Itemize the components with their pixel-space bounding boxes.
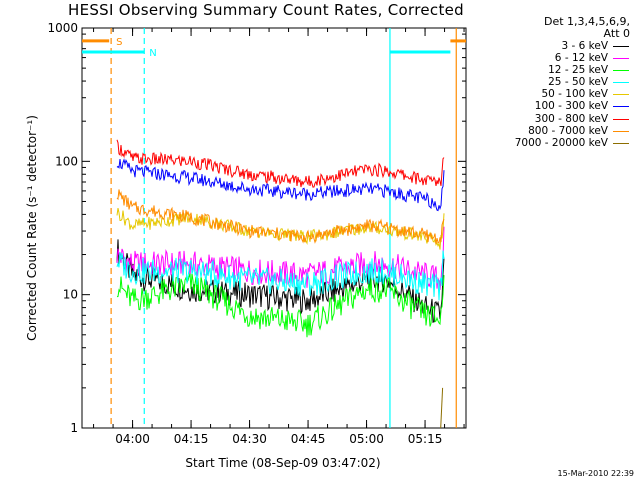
legend-swatch bbox=[613, 106, 629, 108]
series-line-2 bbox=[116, 273, 445, 338]
legend-entry: 50 - 100 keV bbox=[470, 88, 632, 100]
series-line-4 bbox=[116, 207, 445, 250]
legend-entry: 800 - 7000 keV bbox=[470, 125, 632, 137]
plot-area: 1 10 100 1000 04:00 04:15 04:30 04:45 05:00 05:15… bbox=[47, 21, 467, 446]
flag-N-label: N bbox=[149, 48, 156, 59]
legend-label: 800 - 7000 keV bbox=[528, 124, 608, 137]
legend-swatch bbox=[613, 46, 629, 47]
detector-info-line2: Att 0 bbox=[603, 27, 630, 40]
series-line-1 bbox=[116, 226, 445, 291]
legend-label: 3 - 6 keV bbox=[561, 40, 608, 52]
legend-label: 100 - 300 keV bbox=[534, 100, 608, 113]
series-line-0 bbox=[116, 239, 445, 323]
x-tick-label: 04:30 bbox=[232, 432, 267, 446]
legend-swatch bbox=[613, 130, 629, 132]
legend-entry: 12 - 25 keV bbox=[470, 64, 632, 76]
y-tick-label: 1 bbox=[70, 421, 78, 435]
plot-frame bbox=[81, 27, 467, 429]
legend-entry: 25 - 50 keV bbox=[470, 76, 632, 88]
legend-label: 6 - 12 keV bbox=[554, 52, 608, 65]
x-tick-label: 04:45 bbox=[291, 432, 326, 446]
x-tick-label: 05:15 bbox=[408, 432, 443, 446]
y-tick-label: 10 bbox=[63, 288, 78, 302]
series-line-7 bbox=[116, 189, 445, 245]
series-line-5 bbox=[116, 158, 445, 212]
flag-S-label: S bbox=[116, 37, 122, 48]
legend-entry: 6 - 12 keV bbox=[470, 52, 632, 64]
legend-label: 12 - 25 keV bbox=[548, 64, 608, 77]
legend-label: 300 - 800 keV bbox=[534, 112, 608, 125]
legend-swatch bbox=[613, 118, 629, 120]
timestamp: 15-Mar-2010 22:39 bbox=[557, 469, 635, 478]
legend-swatch bbox=[613, 142, 629, 144]
legend-label: 50 - 100 keV bbox=[541, 88, 608, 101]
legend-entry: 300 - 800 keV bbox=[470, 113, 632, 125]
y-tick-label: 1000 bbox=[47, 21, 78, 35]
legend-swatch bbox=[613, 70, 629, 72]
legend: 3 - 6 keV 6 - 12 keV 12 - 25 keV 25 - 50 ke… bbox=[470, 40, 632, 149]
legend-label: 25 - 50 keV bbox=[548, 76, 608, 89]
x-tick-label: 04:15 bbox=[174, 432, 209, 446]
y-axis-label: Corrected Count Rate (s⁻¹ detector⁻¹) bbox=[25, 115, 39, 341]
detector-info-line1: Det 1,3,4,5,6,9, bbox=[543, 15, 630, 28]
x-axis-label: Start Time (08-Sep-09 03:47:02) bbox=[185, 456, 380, 470]
x-tick-label: 05:00 bbox=[349, 432, 384, 446]
legend-swatch bbox=[613, 58, 629, 60]
legend-entry: 3 - 6 keV bbox=[470, 40, 632, 52]
series-line-6 bbox=[116, 139, 445, 188]
series-line-8 bbox=[440, 387, 444, 429]
y-tick-label: 100 bbox=[55, 154, 78, 168]
series-line-3 bbox=[116, 250, 445, 301]
legend-swatch bbox=[613, 82, 629, 84]
chart-title: HESSI Observing Summary Count Rates, Cor… bbox=[68, 1, 464, 19]
x-tick-label: 04:00 bbox=[115, 432, 150, 446]
legend-entry: 100 - 300 keV bbox=[470, 100, 632, 112]
legend-entry: 7000 - 20000 keV bbox=[470, 137, 632, 149]
legend-label: 7000 - 20000 keV bbox=[514, 136, 608, 149]
legend-swatch bbox=[613, 94, 629, 96]
